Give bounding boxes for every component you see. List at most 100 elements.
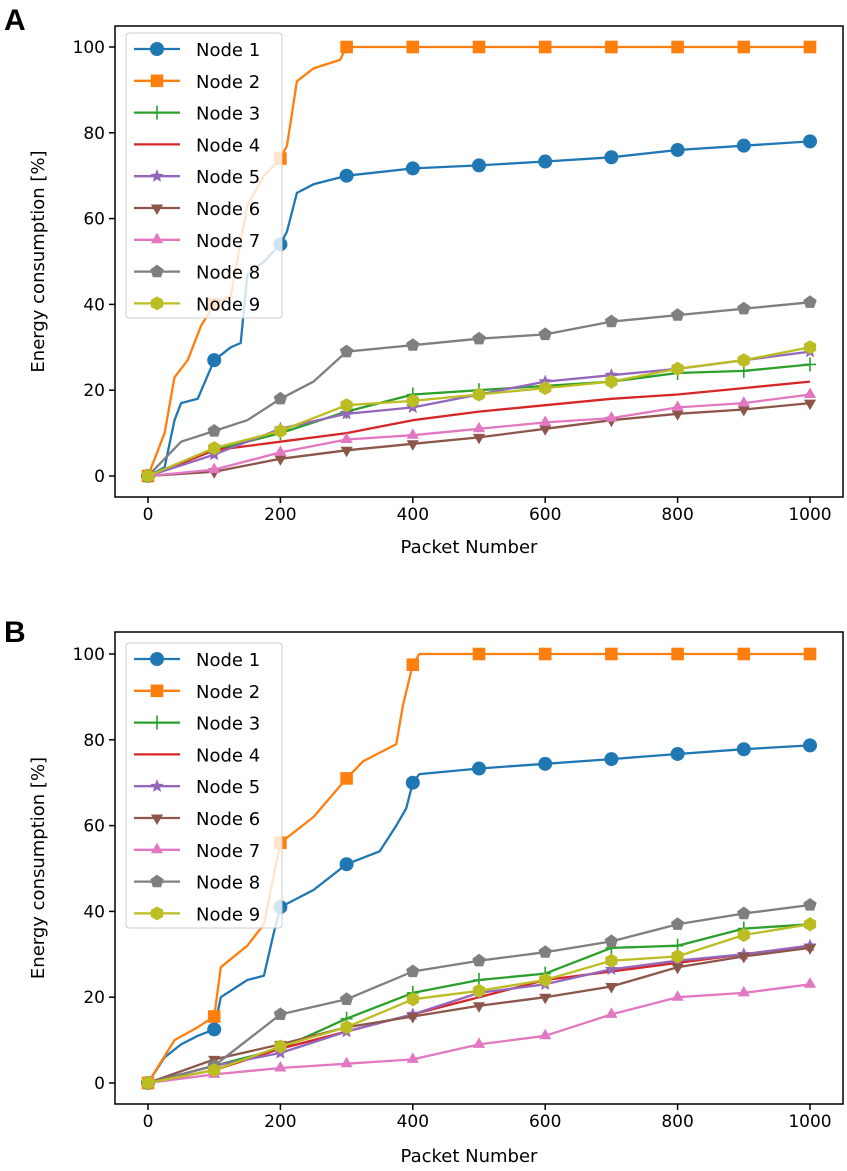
y-tick-label: 100	[73, 38, 105, 58]
data-point-marker	[604, 934, 619, 948]
panel-label: B	[4, 616, 26, 649]
data-point-marker	[274, 1061, 287, 1072]
panel-b: B 0 200 400 600 800 1000 0 20 40 60 80 100 Packet Num…	[4, 616, 844, 1167]
y-axis-label: Energy consumption [%]	[28, 150, 49, 372]
legend-marker	[150, 906, 164, 921]
data-point-marker	[406, 40, 420, 54]
data-point-marker	[406, 428, 419, 439]
data-point-marker	[472, 331, 486, 345]
data-point-marker	[539, 993, 552, 1005]
plot-frame	[114, 25, 844, 498]
data-point-marker	[340, 1056, 353, 1068]
series-node-8	[141, 295, 817, 482]
x-tick-label: 0	[143, 1112, 154, 1132]
x-tick-label: 400	[397, 1112, 429, 1132]
legend-marker	[150, 74, 164, 88]
data-point-marker	[472, 953, 486, 967]
data-point-marker	[671, 647, 684, 661]
data-point-marker	[538, 40, 552, 54]
x-tick-label: 600	[529, 1112, 561, 1132]
legend-item: Node 1	[134, 650, 260, 671]
data-point-marker	[340, 772, 353, 785]
data-point-marker	[605, 40, 618, 54]
legend-marker	[151, 105, 163, 120]
data-point-marker	[472, 421, 486, 433]
series-line	[147, 140, 811, 478]
y-tick-label: 0	[94, 467, 105, 487]
legend-box	[125, 32, 283, 319]
x-tick-label: 200	[264, 505, 296, 525]
data-point-marker	[339, 406, 354, 420]
legend-box	[125, 642, 283, 929]
x-tick-label: 1000	[788, 505, 831, 525]
y-tick-label: 80	[83, 731, 105, 751]
legend-marker	[150, 296, 164, 311]
data-point-marker	[340, 398, 353, 413]
series-line	[147, 946, 811, 1085]
data-point-marker	[406, 964, 420, 978]
data-point-marker	[208, 441, 221, 456]
data-point-marker	[604, 368, 619, 381]
data-point-marker	[406, 440, 419, 451]
data-point-marker	[339, 344, 354, 358]
data-point-marker	[208, 462, 221, 474]
legend-item: Node 5	[134, 167, 260, 188]
data-point-marker	[405, 161, 420, 176]
data-point-marker	[803, 898, 817, 911]
data-point-marker	[406, 1013, 419, 1024]
x-tick-label: 0	[143, 505, 154, 525]
data-point-marker	[406, 338, 420, 351]
data-point-marker	[737, 906, 751, 920]
x-axis-label: Packet Number	[401, 1146, 539, 1167]
data-point-marker	[273, 1007, 288, 1020]
data-point-marker	[670, 746, 685, 761]
data-point-marker	[538, 154, 553, 169]
data-point-marker	[539, 973, 552, 987]
series-node-7	[141, 387, 817, 480]
legend: Node 1 Node 2 Node 3 Node 4 Node 5 Node 6 Node…	[125, 32, 283, 319]
legend-item: Node 6	[134, 809, 260, 830]
legend-marker	[151, 715, 163, 730]
data-point-marker	[539, 1028, 552, 1040]
legend-label: Node 1	[196, 650, 260, 671]
data-point-marker	[340, 446, 353, 458]
legend-marker	[150, 652, 164, 666]
data-point-marker	[207, 1010, 221, 1023]
data-point-marker	[472, 387, 486, 402]
data-point-marker	[670, 917, 685, 930]
legend-label: Node 8	[196, 873, 260, 894]
data-point-marker	[539, 425, 552, 436]
plot-area	[141, 40, 817, 483]
legend-label: Node 3	[196, 104, 260, 125]
data-point-marker	[803, 340, 817, 355]
data-point-marker	[605, 953, 618, 968]
data-point-marker	[803, 134, 817, 149]
data-point-marker	[803, 647, 817, 661]
legend-item: Node 6	[134, 199, 260, 220]
series-node-4	[147, 380, 811, 478]
data-point-marker	[538, 756, 553, 771]
data-point-marker	[472, 983, 486, 998]
legend-marker	[150, 814, 164, 825]
data-point-marker	[472, 647, 486, 661]
data-point-marker	[274, 1039, 287, 1054]
legend-item: Node 7	[134, 231, 260, 252]
data-point-marker	[406, 658, 420, 672]
legend-item: Node 2	[134, 72, 260, 93]
data-point-marker	[737, 406, 750, 417]
legend-marker	[150, 42, 164, 56]
data-point-marker	[274, 455, 287, 466]
series-node-9	[141, 340, 817, 483]
legend-label: Node 5	[196, 167, 260, 188]
data-point-marker	[208, 1063, 221, 1078]
data-point-marker	[737, 40, 751, 54]
data-point-marker	[141, 1076, 155, 1090]
data-point-marker	[671, 990, 684, 1001]
data-point-marker	[803, 295, 817, 308]
data-point-marker	[671, 400, 684, 411]
data-point-marker	[671, 410, 684, 421]
series-node-8	[141, 898, 817, 1089]
legend-item: Node 5	[134, 777, 260, 798]
data-point-marker	[671, 40, 684, 54]
